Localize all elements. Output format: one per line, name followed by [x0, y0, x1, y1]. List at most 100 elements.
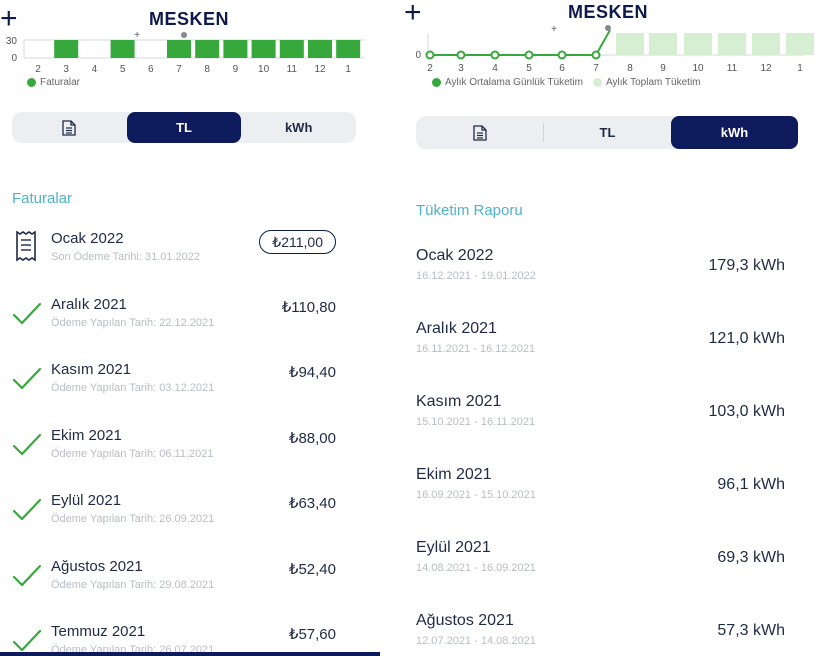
x-tick-label: 8	[627, 63, 633, 74]
invoice-row[interactable]: Eylül 2021 Ödeme Yapılan Tarih: 26.09.202…	[0, 492, 380, 548]
consumption-period: 15.10.2021 - 16.11.2021	[416, 416, 536, 428]
check-icon	[12, 629, 42, 652]
check-icon	[12, 367, 42, 390]
invoice-date: Son Ödeme Tarihi: 31.01.2022	[51, 251, 201, 263]
invoice-amount: ₺110,80	[281, 298, 336, 316]
document-toggle-button[interactable]	[416, 116, 543, 149]
chart-cursor-dot	[605, 25, 611, 31]
x-tick-label: 7	[593, 63, 599, 74]
page-title: MESKEN	[149, 9, 230, 29]
check-icon	[12, 564, 42, 586]
x-tick-label: 5	[526, 63, 532, 74]
document-icon	[62, 119, 76, 136]
consumption-bar	[786, 33, 814, 55]
invoice-amount-cell: ₺211,00	[259, 230, 336, 254]
add-icon[interactable]: +	[0, 2, 18, 35]
consumption-row[interactable]: Kasım 2021 15.10.2021 - 16.11.2021 103,0 k…	[404, 393, 820, 443]
consumption-value: 69,3 kWh	[717, 549, 785, 566]
consumption-row[interactable]: Ağustos 2021 12.07.2021 - 14.08.2021 57,3 …	[404, 612, 820, 656]
add-icon[interactable]: +	[404, 0, 422, 29]
consumption-month: Ağustos 2021	[416, 612, 514, 629]
invoice-bar	[54, 40, 79, 58]
consumption-row[interactable]: Ocak 2022 16.12.2021 - 19.01.2022 179,3 kW…	[404, 247, 820, 297]
consumption-month: Aralık 2021	[416, 320, 497, 337]
invoice-amount-cell: ₺63,40	[289, 494, 336, 512]
invoice-amount-cell: ₺88,00	[289, 429, 336, 447]
invoice-bar	[336, 40, 361, 58]
x-tick-label: 10	[258, 64, 270, 75]
x-tick-label: 12	[760, 63, 772, 74]
invoice-month: Ocak 2022	[51, 230, 124, 247]
x-tick-label: 1	[345, 64, 351, 75]
invoice-date: Ödeme Yapılan Tarih: 06.11.2021	[51, 447, 214, 460]
y-tick-label: 0	[415, 50, 421, 61]
invoice-amount-cell: ₺57,60	[289, 625, 336, 643]
x-tick-label: 12	[314, 64, 326, 75]
check-icon	[12, 433, 42, 455]
check-icon	[12, 302, 42, 324]
invoice-bar	[223, 40, 248, 58]
invoice-month: Aralık 2021	[51, 295, 127, 313]
consumption-bar	[684, 33, 712, 55]
consumption-bar	[649, 33, 677, 55]
consumption-period: 16.12.2021 - 19.01.2022	[416, 270, 536, 282]
x-tick-label: 2	[427, 63, 433, 74]
x-tick-label: 3	[63, 64, 69, 75]
legend-dot-line	[432, 78, 441, 87]
consumption-bar	[752, 33, 780, 55]
line-point	[425, 50, 435, 60]
consumption-row[interactable]: Ekim 2021 16.09.2021 - 15.10.2021 96,1 kWh	[404, 466, 820, 516]
consumption-row[interactable]: Aralık 2021 16.11.2021 - 16.12.2021 121,0 …	[404, 320, 820, 370]
line-point	[490, 50, 500, 60]
amount-due-badge[interactable]: ₺211,00	[259, 230, 336, 254]
x-tick-label: 5	[120, 64, 126, 75]
invoice-amount: ₺52,40	[288, 560, 336, 578]
tl-toggle-button[interactable]: TL	[543, 122, 671, 143]
tl-toggle-button[interactable]: TL	[126, 112, 242, 143]
invoice-date: Ödeme Yapılan Tarih: 29.08.2021	[51, 578, 215, 591]
x-tick-label: 4	[492, 63, 498, 74]
page-title: MESKEN	[568, 2, 649, 22]
x-tick-label: 10	[692, 63, 704, 74]
unit-toggle: TL kWh	[416, 116, 798, 149]
x-tick-label: 6	[148, 64, 154, 75]
consumption-panel: + MESKEN 0 2 3 4 5 6 7 8 9 10 11 12 1 + Aylık Ortalam…	[404, 0, 820, 656]
document-toggle-button[interactable]	[12, 112, 127, 143]
avg-daily-line	[430, 29, 611, 56]
bottom-bar	[0, 652, 380, 656]
invoice-amount: ₺88,00	[288, 429, 336, 447]
invoice-month: Eylül 2021	[51, 492, 122, 509]
line-point	[557, 50, 567, 60]
invoice-bar	[110, 40, 135, 58]
invoice-row[interactable]: Ağustos 2021 Ödeme Yapılan Tarih: 29.08.2…	[0, 558, 380, 614]
x-tick-label: 11	[287, 64, 298, 75]
invoices-section-title: Faturalar	[12, 190, 73, 207]
consumption-value: 57,3 kWh	[717, 622, 785, 639]
unit-toggle: TL kWh	[12, 112, 356, 143]
y-tick-label: 0	[11, 53, 17, 64]
document-icon	[472, 124, 487, 141]
line-point	[456, 50, 466, 60]
invoice-row[interactable]: Ekim 2021 Ödeme Yapılan Tarih: 06.11.2021…	[0, 427, 380, 483]
x-tick-label: 6	[559, 63, 565, 74]
invoice-date: Ödeme Yapılan Tarih: 22.12.2021	[51, 316, 215, 329]
kwh-toggle-button[interactable]: kWh	[284, 120, 313, 135]
invoice-month: Temmuz 2021	[51, 623, 146, 640]
invoice-row[interactable]: Kasım 2021 Ödeme Yapılan Tarih: 03.12.202…	[0, 361, 380, 417]
chart-crosshair: +	[551, 24, 557, 35]
line-point	[524, 50, 534, 60]
invoice-amount-cell: ₺94,40	[289, 363, 336, 381]
consumption-bar	[616, 33, 644, 55]
invoice-bar	[308, 40, 332, 58]
consumption-month: Kasım 2021	[416, 393, 502, 410]
invoice-amount-cell: ₺110,80	[282, 298, 336, 316]
invoice-row[interactable]: Ocak 2022 Son Ödeme Tarihi: 31.01.2022 ₺21…	[0, 230, 380, 286]
consumption-value: 103,0 kWh	[708, 403, 785, 420]
invoice-row[interactable]: Aralık 2021 Ödeme Yapılan Tarih: 22.12.20…	[0, 296, 380, 352]
consumption-row[interactable]: Eylül 2021 14.08.2021 - 16.09.2021 69,3 kW…	[404, 539, 820, 589]
consumption-month: Eylül 2021	[416, 539, 491, 556]
invoice-amount: ₺57,60	[288, 626, 336, 643]
consumption-period: 12.07.2021 - 14.08.2021	[416, 635, 536, 647]
kwh-toggle-button[interactable]: kWh	[671, 116, 798, 149]
legend-dot	[27, 78, 36, 87]
